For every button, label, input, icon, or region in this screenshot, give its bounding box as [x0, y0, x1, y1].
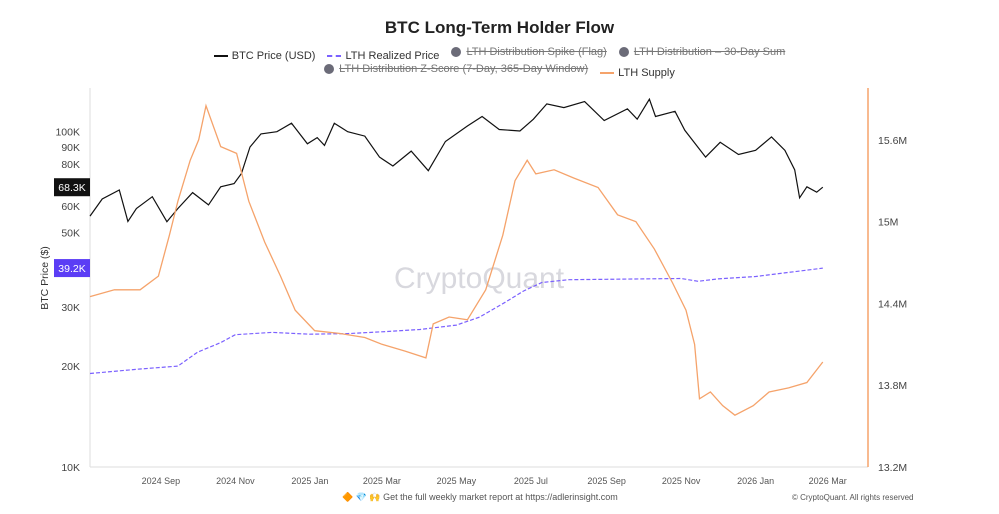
y2-tick-label: 13.2M	[878, 462, 907, 474]
legend-label: LTH Realized Price	[345, 50, 440, 62]
legend-item[interactable]: LTH Distribution – 30-Day Sum	[618, 46, 786, 58]
series-line-lth-supply	[89, 103, 824, 416]
legend-dot-icon	[451, 47, 462, 57]
price-badge-label: 39.2K	[58, 263, 85, 275]
footer-emojis: 🔶 💎 🙌	[342, 492, 381, 502]
y2-tick-label: 15.6M	[878, 135, 907, 147]
legend-dot-icon	[324, 64, 335, 74]
legend-item[interactable]: LTH Distribution Spike (Flag)	[451, 46, 607, 58]
x-tick-label: 2024 Nov	[216, 476, 255, 486]
x-tick-label: 2026 Mar	[809, 476, 847, 486]
legend-line-icon	[213, 55, 228, 57]
price-badge	[54, 259, 90, 278]
legend-label: LTH Distribution Z-Score (7-Day, 365-Day…	[339, 63, 589, 75]
x-tick-label: 2025 Nov	[662, 476, 701, 486]
y-tick-label: 50K	[61, 228, 80, 240]
legend-label: LTH Supply	[618, 67, 675, 79]
legend-line-icon	[600, 72, 615, 74]
y-tick-label: 60K	[61, 201, 80, 213]
y-tick-label: 100K	[55, 127, 80, 139]
price-badge-label: 68.3K	[58, 182, 85, 194]
y2-tick-label: 15M	[878, 217, 898, 229]
legend-line-icon	[327, 55, 342, 57]
x-tick-label: 2025 Mar	[363, 476, 401, 486]
copyright: © CryptoQuant. All rights reserved	[792, 493, 914, 502]
series-line-btc-price-usd-	[89, 97, 824, 223]
legend-label: LTH Distribution Spike (Flag)	[466, 46, 607, 58]
x-tick-label: 2025 Jan	[291, 476, 328, 486]
footer-text: Get the full weekly market report at	[383, 492, 523, 502]
x-tick-label: 2025 Sep	[587, 476, 626, 486]
legend-label: LTH Distribution – 30-Day Sum	[633, 46, 786, 58]
y2-tick-label: 13.8M	[878, 380, 907, 392]
legend-item[interactable]: BTC Price (USD)	[213, 50, 316, 62]
chart-title: BTC Long-Term Holder Flow	[384, 18, 615, 37]
watermark: CryptoQuant	[394, 262, 565, 295]
legend-label: BTC Price (USD)	[231, 50, 316, 62]
y-tick-label: 10K	[61, 462, 80, 474]
legend-item[interactable]: LTH Distribution Z-Score (7-Day, 365-Day…	[324, 63, 588, 75]
y-tick-label: 80K	[61, 159, 80, 171]
legend-dot-icon	[618, 47, 629, 57]
y2-tick-label: 14.4M	[878, 298, 907, 310]
y-axis-label: BTC Price ($)	[39, 246, 51, 310]
x-tick-label: 2025 May	[437, 476, 477, 486]
y-tick-label: 20K	[61, 361, 80, 373]
legend-item[interactable]: LTH Realized Price	[327, 50, 439, 62]
x-tick-label: 2024 Sep	[142, 476, 181, 486]
x-tick-label: 2026 Jan	[737, 476, 774, 486]
x-tick-label: 2025 Jul	[514, 476, 548, 486]
chart-plot: CryptoQuant 2024 Sep 2024 Nov 2025 Jan 2025 …	[39, 88, 907, 486]
footer: 🔶 💎 🙌 Get the full weekly market report …	[342, 492, 618, 503]
legend-row-1: BTC Price (USD) LTH Realized Price LTH Dis…	[0, 46, 999, 62]
y-tick-label: 90K	[61, 142, 80, 154]
price-badge	[54, 178, 90, 197]
footer-link[interactable]: https://adlerinsight.com	[525, 492, 618, 502]
legend-row-2: LTH Distribution Z-Score (7-Day, 365-Day…	[0, 63, 999, 79]
legend-item[interactable]: LTH Supply	[600, 67, 675, 79]
y-tick-label: 30K	[61, 302, 80, 314]
